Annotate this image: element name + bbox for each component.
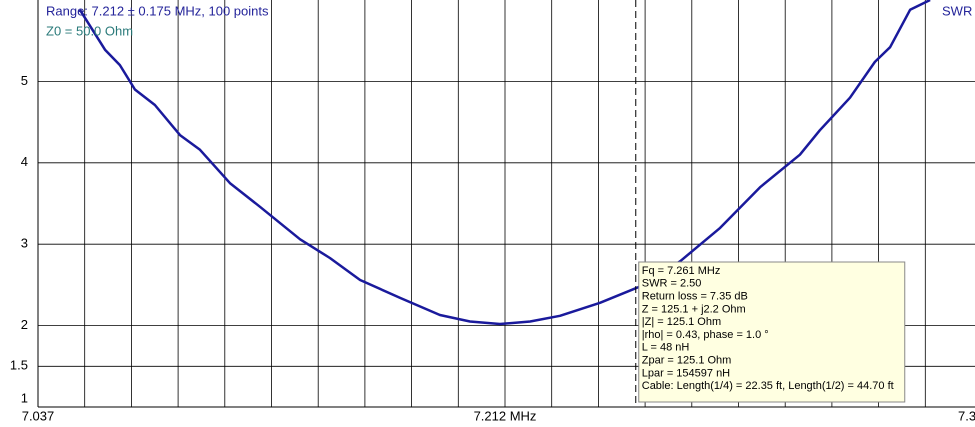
y-tick-label: 1.5 — [10, 358, 28, 373]
marker-info-line: Cable: Length(1/4) = 22.35 ft, Length(1/… — [642, 380, 894, 392]
marker-info-line: Fq = 7.261 MHz — [642, 265, 721, 277]
y-tick-label: 1 — [21, 390, 28, 405]
legend-entry: SWR — [942, 3, 972, 18]
z0-label: Z0 = 50.0 Ohm — [46, 23, 133, 38]
marker-info-line: Z = 125.1 + j2.2 Ohm — [642, 303, 746, 315]
x-tick-label: 7.212 MHz — [474, 408, 537, 423]
marker-info-line: |rho| = 0.43, phase = 1.0 ° — [642, 329, 769, 341]
marker-info-line: Zpar = 125.1 Ohm — [642, 355, 732, 367]
y-tick-label: 3 — [21, 236, 28, 251]
marker-info-line: SWR = 2.50 — [642, 278, 702, 290]
y-tick-label: 5 — [21, 73, 28, 88]
x-tick-label: 7.037 — [22, 408, 55, 423]
marker-info-box — [638, 261, 906, 403]
y-tick-label: 4 — [21, 154, 28, 169]
range-label: Range: 7.212 ± 0.175 MHz, 100 points — [46, 3, 269, 18]
swr-line — [78, 0, 931, 326]
x-tick-label: 7.3 — [958, 408, 975, 423]
y-tick-label: 2 — [21, 317, 28, 332]
marker-info-line: L = 48 nH — [642, 342, 690, 354]
marker-info-line: Lpar = 154597 nH — [642, 367, 730, 379]
marker-info-line: Return loss = 7.35 dB — [642, 291, 748, 303]
marker-info-line: |Z| = 125.1 Ohm — [642, 316, 721, 328]
